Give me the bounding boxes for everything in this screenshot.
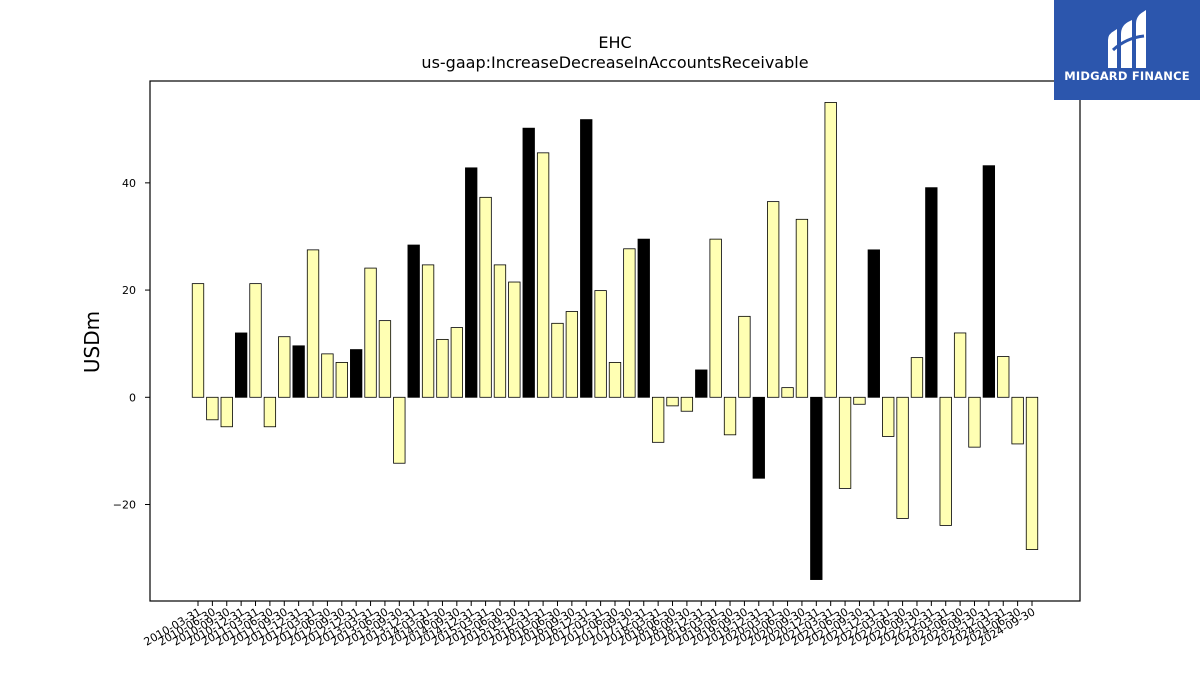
bar-2023-03-31 bbox=[939, 396, 952, 526]
bar-2015-12-31 bbox=[522, 127, 535, 398]
bar-2012-12-31 bbox=[350, 349, 363, 398]
y-axis-ticks: −20 0 20 40 bbox=[113, 177, 150, 512]
y-axis-label: USDm bbox=[80, 311, 104, 373]
bar-2016-09-30 bbox=[565, 311, 579, 398]
bar-2022-12-31 bbox=[925, 187, 938, 398]
bar-2020-09-30 bbox=[795, 218, 809, 398]
bar-2024-06-30 bbox=[1011, 396, 1024, 445]
bar-2023-06-30 bbox=[953, 332, 967, 398]
bar-2013-03-31 bbox=[364, 267, 377, 398]
bar-2017-06-30 bbox=[608, 362, 622, 398]
bar-2021-06-30 bbox=[838, 396, 852, 489]
bar-2017-12-31 bbox=[637, 238, 650, 398]
bar-2014-12-31 bbox=[465, 167, 478, 398]
bar-2016-03-31 bbox=[536, 152, 550, 398]
bar-2011-12-31 bbox=[292, 345, 305, 398]
bar-2019-06-30 bbox=[723, 396, 737, 436]
plot-frame bbox=[149, 80, 1081, 602]
chart-subtitle: us-gaap:IncreaseDecreaseInAccountsReceiv… bbox=[421, 53, 808, 72]
bar-2014-06-30 bbox=[436, 338, 449, 398]
bar-2017-03-31 bbox=[594, 290, 607, 398]
bar-2011-09-30 bbox=[278, 336, 291, 398]
bar-2012-03-31 bbox=[306, 249, 320, 398]
bar-2010-12-31 bbox=[234, 332, 248, 398]
bar-2015-06-30 bbox=[493, 264, 507, 398]
bar-2019-03-31 bbox=[709, 238, 722, 398]
bar-2015-09-30 bbox=[508, 281, 521, 398]
y-tick-label: −20 bbox=[113, 499, 136, 512]
bar-2021-12-31 bbox=[867, 249, 880, 398]
y-tick-label: 40 bbox=[122, 177, 136, 190]
bar-2013-12-31 bbox=[407, 244, 420, 398]
brand-logo: MIDGARD FINANCE bbox=[1054, 0, 1200, 100]
bar-2019-12-31 bbox=[752, 396, 765, 479]
bar-2010-06-30 bbox=[206, 396, 219, 421]
bar-2014-09-30 bbox=[450, 327, 463, 398]
bar-2023-12-31 bbox=[982, 165, 996, 398]
bar-2022-03-31 bbox=[882, 396, 895, 437]
bar-2020-12-31 bbox=[810, 396, 823, 580]
bar-2024-09-30 bbox=[1025, 396, 1039, 550]
midgard-logo-icon bbox=[1108, 10, 1146, 68]
bar-2011-03-31 bbox=[249, 283, 262, 398]
bar-2020-06-30 bbox=[781, 387, 794, 398]
bar-2015-03-31 bbox=[479, 196, 492, 398]
bar-2018-03-31 bbox=[651, 396, 665, 443]
bar-2023-09-30 bbox=[968, 396, 981, 448]
bar-2018-06-30 bbox=[666, 396, 679, 407]
bar-2013-09-30 bbox=[393, 396, 406, 464]
bar-2021-09-30 bbox=[853, 396, 866, 405]
x-axis-ticks: 2010-03-312010-06-302010-09-302010-12-31… bbox=[142, 601, 1038, 649]
bar-2021-03-31 bbox=[824, 102, 837, 398]
bar-2022-09-30 bbox=[910, 357, 924, 398]
y-tick-label: 0 bbox=[129, 391, 136, 404]
bar-2010-03-31 bbox=[191, 283, 205, 398]
bars-group bbox=[191, 102, 1039, 580]
bar-2019-09-30 bbox=[738, 315, 751, 398]
logo-text: MIDGARD FINANCE bbox=[1064, 69, 1190, 83]
bar-2017-09-30 bbox=[623, 248, 636, 398]
bar-2012-06-30 bbox=[321, 353, 334, 398]
bar-2018-12-31 bbox=[695, 369, 708, 398]
bar-2022-06-30 bbox=[896, 396, 909, 519]
bar-2012-09-30 bbox=[335, 362, 348, 398]
bar-2013-06-30 bbox=[378, 320, 392, 398]
bar-2010-09-30 bbox=[220, 396, 233, 428]
bar-2016-06-30 bbox=[551, 322, 564, 398]
chart-title: EHC bbox=[598, 33, 631, 52]
bar-2020-03-31 bbox=[767, 201, 780, 398]
bar-2016-12-31 bbox=[580, 119, 593, 398]
y-tick-label: 20 bbox=[122, 284, 136, 297]
bar-2014-03-31 bbox=[421, 264, 435, 398]
bar-2024-03-31 bbox=[997, 356, 1010, 398]
bar-2011-06-30 bbox=[263, 396, 277, 428]
bar-2018-09-30 bbox=[680, 396, 694, 412]
